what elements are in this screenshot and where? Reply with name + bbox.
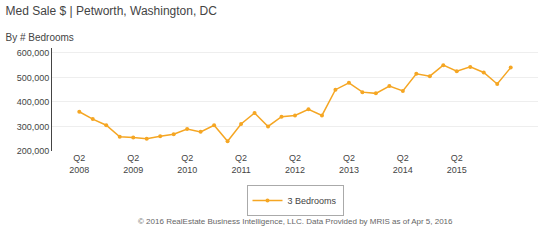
svg-text:Med Sale $ | Petworth, Washing: Med Sale $ | Petworth, Washington, DC	[6, 4, 218, 18]
svg-text:600,000: 600,000	[17, 48, 50, 58]
svg-text:3 Bedrooms: 3 Bedrooms	[288, 196, 337, 206]
svg-text:Q22014: Q22014	[393, 153, 413, 175]
svg-text:© 2016 RealEstate Business Int: © 2016 RealEstate Business Intelligence,…	[138, 217, 453, 226]
svg-text:Q22013: Q22013	[339, 153, 359, 175]
svg-text:400,000: 400,000	[17, 97, 50, 107]
svg-text:Q22010: Q22010	[177, 153, 197, 175]
svg-text:Q22009: Q22009	[123, 153, 143, 175]
svg-text:Q22011: Q22011	[231, 153, 250, 175]
svg-text:Q22012: Q22012	[285, 153, 305, 175]
svg-text:300,000: 300,000	[17, 122, 50, 132]
svg-text:500,000: 500,000	[17, 73, 50, 83]
svg-text:By # Bedrooms: By # Bedrooms	[6, 32, 74, 43]
svg-text:200,000: 200,000	[17, 146, 50, 156]
svg-text:Q22015: Q22015	[447, 153, 467, 175]
svg-text:Q22008: Q22008	[69, 153, 89, 175]
